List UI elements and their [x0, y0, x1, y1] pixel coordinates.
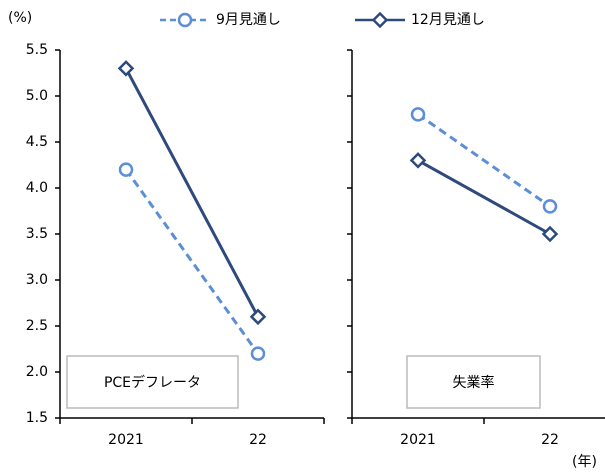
panel-label: 失業率 — [453, 374, 495, 391]
point — [250, 346, 266, 361]
line — [417, 159, 551, 236]
line — [124, 168, 260, 355]
x-tick-label: 22 — [249, 432, 267, 448]
y-tick-label: 5.5 — [26, 42, 48, 58]
legend-label: 12月見通し — [411, 12, 485, 28]
x-tick-label: 2021 — [108, 432, 144, 448]
point — [542, 199, 558, 214]
point — [117, 60, 135, 77]
line — [417, 113, 551, 208]
y-tick-label: 3.5 — [26, 226, 48, 242]
point — [410, 107, 426, 122]
y-tick-label: 2.0 — [26, 364, 48, 380]
x-tick-label: 2021 — [400, 432, 436, 448]
y-tick-label: 5.0 — [26, 88, 48, 104]
y-tick-label: 4.5 — [26, 134, 48, 150]
point — [371, 11, 389, 29]
point — [409, 152, 427, 169]
y-tick-label: 4.0 — [26, 180, 48, 196]
line — [124, 67, 260, 318]
x-tick-label: 22 — [541, 432, 559, 448]
legend-label: 9月見通し — [216, 12, 281, 28]
x-axis-label: (年) — [572, 454, 597, 470]
point — [177, 12, 193, 28]
panel-label-box — [406, 355, 541, 409]
point — [249, 308, 267, 326]
point — [118, 162, 134, 177]
y-axis-label: (%) — [8, 10, 32, 26]
panel-label: PCEデフレータ — [104, 374, 201, 391]
y-tick-label: 3.0 — [26, 272, 48, 288]
point — [541, 225, 559, 243]
y-tick-label: 1.5 — [26, 410, 48, 426]
y-tick-label: 2.5 — [26, 318, 48, 334]
panel-label-box — [66, 355, 239, 409]
